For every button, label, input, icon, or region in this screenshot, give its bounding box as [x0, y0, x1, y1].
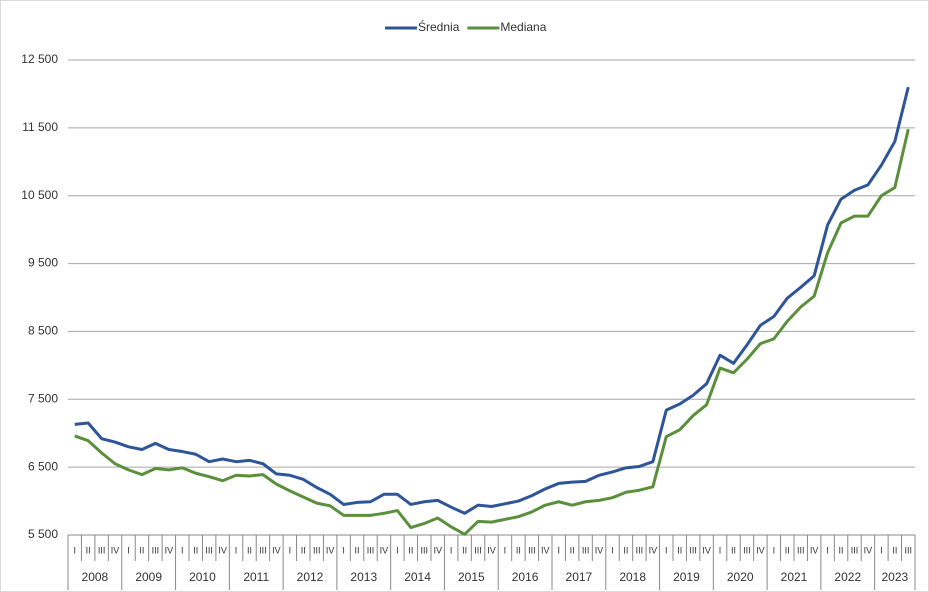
x-tick-label: III	[259, 545, 267, 555]
year-label: 2023	[881, 570, 908, 584]
x-tick-label: I	[342, 545, 345, 555]
x-tick-label: III	[98, 545, 106, 555]
x-tick-label: II	[408, 545, 413, 555]
year-label: 2020	[727, 570, 754, 584]
year-label: 2012	[297, 570, 324, 584]
x-tick-label: IV	[165, 545, 174, 555]
x-tick-label: III	[905, 545, 913, 555]
x-tick-label: II	[892, 545, 897, 555]
legend-label: Mediana	[500, 20, 546, 34]
x-tick-label: III	[636, 545, 644, 555]
x-tick-label: II	[839, 545, 844, 555]
x-tick-label: III	[582, 545, 590, 555]
x-tick-label: III	[474, 545, 482, 555]
x-tick-label: I	[396, 545, 399, 555]
year-label: 2008	[82, 570, 109, 584]
x-tick-label: IV	[272, 545, 281, 555]
x-tick-label: II	[731, 545, 736, 555]
x-tick-label: I	[773, 545, 776, 555]
y-tick-label: 11 500	[22, 120, 58, 134]
x-tick-label: II	[139, 545, 144, 555]
x-tick-label: I	[289, 545, 292, 555]
x-tick-label: II	[677, 545, 682, 555]
x-tick-label: I	[719, 545, 722, 555]
x-tick-label: I	[611, 545, 614, 555]
year-label: 2021	[781, 570, 808, 584]
y-tick-label: 6 500	[28, 459, 58, 473]
x-tick-label: II	[570, 545, 575, 555]
x-tick-label: IV	[864, 545, 873, 555]
x-tick-label: III	[152, 545, 160, 555]
year-label: 2009	[135, 570, 162, 584]
x-tick-label: I	[504, 545, 507, 555]
x-tick-label: IV	[111, 545, 120, 555]
x-tick-label: IV	[756, 545, 765, 555]
series-line	[74, 86, 910, 515]
x-tick-label: IV	[218, 545, 227, 555]
year-label: 2018	[619, 570, 646, 584]
x-tick-label: IV	[541, 545, 550, 555]
x-tick-label: III	[851, 545, 859, 555]
x-tick-label: III	[421, 545, 429, 555]
x-tick-label: II	[516, 545, 521, 555]
year-label: 2022	[834, 570, 861, 584]
year-label: 2017	[566, 570, 593, 584]
x-tick-label: I	[127, 545, 130, 555]
year-label: 2015	[458, 570, 485, 584]
x-tick-label: IV	[326, 545, 335, 555]
x-tick-label: II	[86, 545, 91, 555]
x-tick-label: I	[557, 545, 560, 555]
y-tick-label: 8 500	[28, 324, 58, 338]
x-tick-label: I	[235, 545, 238, 555]
x-tick-label: I	[181, 545, 184, 555]
year-label: 2019	[673, 570, 700, 584]
x-tick-label: II	[785, 545, 790, 555]
y-tick-label: 10 500	[21, 188, 58, 202]
year-label: 2016	[512, 570, 539, 584]
y-tick-label: 5 500	[28, 527, 58, 541]
x-tick-label: III	[528, 545, 536, 555]
x-tick-label: IV	[433, 545, 442, 555]
x-tick-label: I	[73, 545, 76, 555]
y-tick-label: 9 500	[28, 256, 58, 270]
x-tick-label: I	[450, 545, 453, 555]
x-tick-label: I	[880, 545, 883, 555]
x-tick-label: III	[689, 545, 697, 555]
x-tick-label: I	[665, 545, 668, 555]
x-tick-label: IV	[595, 545, 604, 555]
x-tick-label: I	[826, 545, 829, 555]
x-tick-label: IV	[702, 545, 711, 555]
legend-label: Średnia	[418, 19, 460, 34]
x-tick-label: II	[193, 545, 198, 555]
x-tick-label: II	[355, 545, 360, 555]
series-line	[74, 128, 910, 536]
year-label: 2010	[189, 570, 216, 584]
x-tick-label: IV	[380, 545, 389, 555]
x-tick-label: III	[743, 545, 751, 555]
x-tick-label: II	[247, 545, 252, 555]
x-tick-label: IV	[487, 545, 496, 555]
y-tick-label: 12 500	[21, 52, 58, 66]
x-tick-label: III	[313, 545, 321, 555]
x-tick-label: II	[301, 545, 306, 555]
x-tick-label: IV	[649, 545, 658, 555]
y-tick-label: 7 500	[28, 391, 58, 405]
year-label: 2011	[243, 570, 269, 584]
x-tick-label: II	[462, 545, 467, 555]
x-tick-label: III	[205, 545, 213, 555]
x-tick-label: II	[623, 545, 628, 555]
x-tick-label: IV	[810, 545, 819, 555]
x-tick-label: III	[367, 545, 375, 555]
year-label: 2013	[350, 570, 377, 584]
x-tick-label: III	[797, 545, 805, 555]
year-label: 2014	[404, 570, 431, 584]
